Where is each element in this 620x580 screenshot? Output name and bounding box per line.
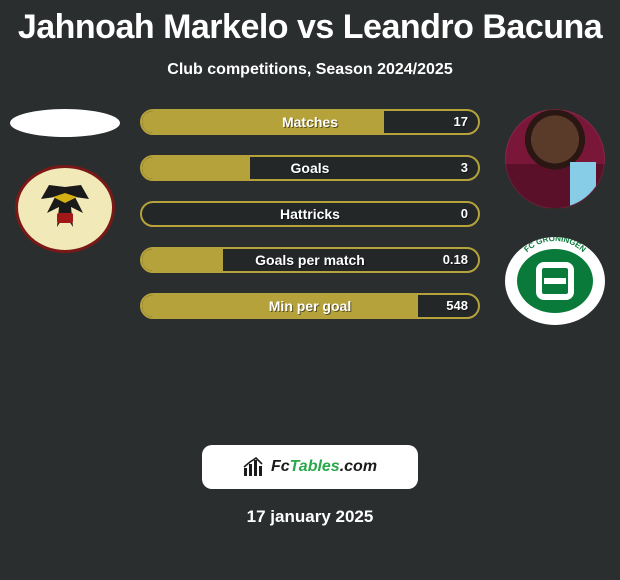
stat-bar: Hattricks0 bbox=[140, 201, 480, 227]
brand-suffix: .com bbox=[340, 458, 377, 475]
stat-bar: Matches17 bbox=[140, 109, 480, 135]
brand-pre: Fc bbox=[271, 458, 290, 475]
stat-bar-label: Min per goal bbox=[142, 295, 478, 317]
stat-bar-value: 0.18 bbox=[443, 249, 468, 271]
comparison-area: FC GRONINGEN Matches17 Goals3 Hattricks0 Go… bbox=[0, 109, 620, 409]
badge-core-icon bbox=[517, 249, 593, 313]
page-subtitle: Club competitions, Season 2024/2025 bbox=[0, 61, 620, 79]
stat-bars: Matches17 Goals3 Hattricks0 Goals per match… bbox=[140, 109, 480, 339]
kit-sleeve-icon bbox=[570, 162, 596, 208]
stat-bar-value: 0 bbox=[461, 203, 468, 225]
brand-main: Tables bbox=[290, 458, 340, 475]
bar-chart-icon bbox=[243, 457, 265, 477]
club-badge-left bbox=[15, 165, 115, 253]
brand-text: FcTables.com bbox=[271, 458, 377, 476]
date-label: 17 january 2025 bbox=[0, 507, 620, 527]
stat-bar-value: 17 bbox=[454, 111, 468, 133]
badge-slot-icon bbox=[536, 262, 574, 300]
stat-bar-label: Matches bbox=[142, 111, 478, 133]
player-photo-icon bbox=[505, 109, 605, 209]
page-title: Jahnoah Markelo vs Leandro Bacuna bbox=[0, 0, 620, 47]
stat-bar-label: Hattricks bbox=[142, 203, 478, 225]
stat-bar-label: Goals per match bbox=[142, 249, 478, 271]
stat-bar: Min per goal548 bbox=[140, 293, 480, 319]
right-player-column: FC GRONINGEN bbox=[490, 109, 620, 325]
stat-bar-label: Goals bbox=[142, 157, 478, 179]
stat-bar-value: 3 bbox=[461, 157, 468, 179]
stat-bar-value: 548 bbox=[446, 295, 468, 317]
club-badge-right: FC GRONINGEN bbox=[505, 237, 605, 325]
stat-bar: Goals3 bbox=[140, 155, 480, 181]
stat-bar: Goals per match0.18 bbox=[140, 247, 480, 273]
brand-pill: FcTables.com bbox=[202, 445, 418, 489]
eagle-icon bbox=[35, 183, 95, 235]
player-placeholder-icon bbox=[10, 109, 120, 137]
left-player-column bbox=[0, 109, 130, 253]
